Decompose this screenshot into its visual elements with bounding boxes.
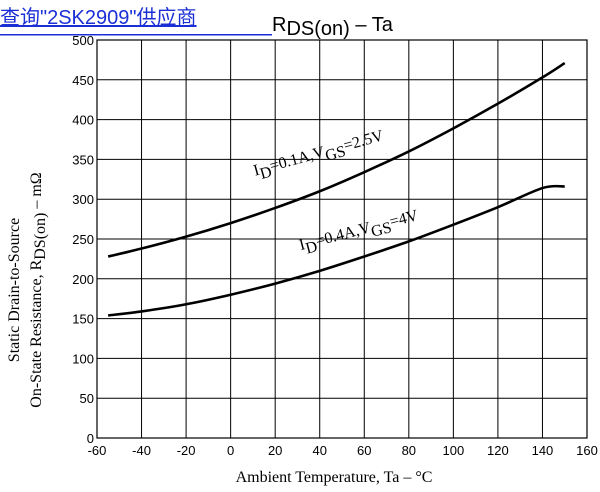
x-tick-label: -40 xyxy=(132,443,151,458)
y-tick-label: 100 xyxy=(72,351,94,366)
series-annotation: ID=0.4A,VGS=4V xyxy=(297,207,421,259)
y-tick-label: 500 xyxy=(72,33,94,48)
y-tick-label: 250 xyxy=(72,232,94,247)
x-tick-label: 100 xyxy=(443,443,465,458)
y-tick-label: 50 xyxy=(80,391,94,406)
y-axis-label-line1: Static Drain-to-Source xyxy=(6,218,23,362)
y-tick-label: 350 xyxy=(72,152,94,167)
x-tick-label: 160 xyxy=(576,443,598,458)
y-tick-label: 150 xyxy=(72,312,94,327)
x-tick-label: -20 xyxy=(177,443,196,458)
x-tick-label: 140 xyxy=(532,443,554,458)
title-separator-line xyxy=(0,34,272,36)
x-tick-label: 80 xyxy=(402,443,416,458)
y-tick-label: 400 xyxy=(72,113,94,128)
series-line xyxy=(107,61,566,258)
x-tick-label: -60 xyxy=(88,443,107,458)
y-tick-label: 300 xyxy=(72,192,94,207)
x-tick-label: 20 xyxy=(268,443,282,458)
data-lines xyxy=(107,61,566,317)
chart-title: RDS(on) – Ta xyxy=(272,14,394,40)
y-axis-label-line2: On-State Resistance, RDS(on) – mΩ xyxy=(28,172,49,408)
x-axis-label: Ambient Temperature, Ta – °C xyxy=(236,469,433,486)
grid xyxy=(96,39,588,439)
tick-labels: -60 -40 -20 0 20 40 60 80 100 120 140 160 0 50 100 150 2… xyxy=(72,33,598,458)
x-tick-label: 60 xyxy=(357,443,371,458)
y-tick-label: 200 xyxy=(72,272,94,287)
y-axis-label: Static Drain-to-Source On-State Resistan… xyxy=(6,172,49,408)
supplier-link[interactable]: 查询"2SK2909"供应商 xyxy=(0,6,197,29)
x-tick-label: 0 xyxy=(227,443,234,458)
plot-frame xyxy=(96,39,588,439)
series-line xyxy=(107,184,565,317)
y-tick-label: 0 xyxy=(87,431,94,446)
x-tick-label: 120 xyxy=(487,443,509,458)
x-tick-label: 40 xyxy=(312,443,326,458)
y-tick-label: 450 xyxy=(72,73,94,88)
